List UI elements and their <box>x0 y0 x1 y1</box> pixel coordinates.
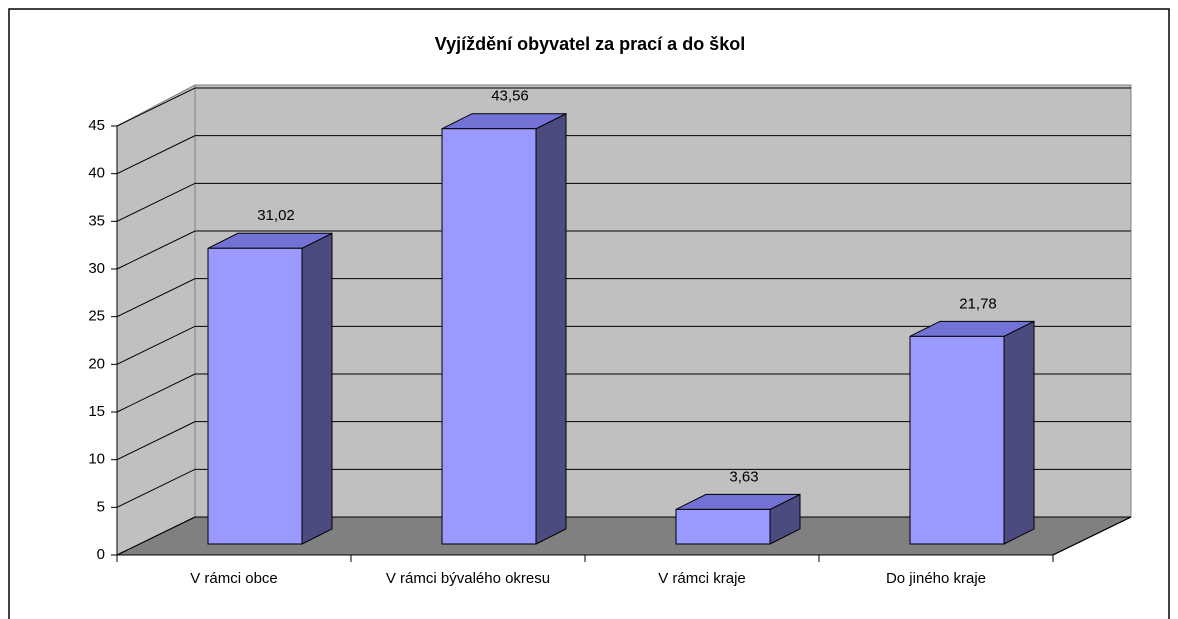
bar <box>441 128 537 545</box>
chart-title: Vyjíždění obyvatel za prací a do škol <box>435 34 745 54</box>
bar-side <box>535 112 567 545</box>
value-label: 21,78 <box>959 295 997 312</box>
x-tick-label: V rámci kraje <box>658 570 746 587</box>
y-tick-label: 35 <box>88 212 105 229</box>
grid-line <box>116 468 1131 508</box>
value-label: 3,63 <box>729 468 758 485</box>
x-tick-label: V rámci bývalého okresu <box>385 570 551 587</box>
grid-line <box>116 230 1131 270</box>
value-label: 43,56 <box>491 88 529 105</box>
bar <box>909 335 1005 545</box>
grid-line <box>116 421 1131 461</box>
grid-line <box>116 325 1131 365</box>
side-wall <box>116 84 196 556</box>
y-tick-label: 20 <box>88 355 105 372</box>
y-tick-label: 5 <box>97 498 105 515</box>
y-tick-label: 30 <box>88 260 105 277</box>
y-tick-label: 40 <box>88 165 105 182</box>
grid-line <box>116 278 1131 318</box>
grid-line <box>116 516 1131 556</box>
y-tick-label: 0 <box>97 546 105 563</box>
bar <box>207 247 303 545</box>
bar-side <box>301 232 333 545</box>
x-tick-label: V rámci obce <box>190 570 278 587</box>
grid-line <box>116 182 1131 222</box>
bar <box>675 508 771 545</box>
grid-line <box>116 373 1131 413</box>
y-tick-label: 25 <box>88 308 105 325</box>
x-tick-label: Do jiného kraje <box>885 570 987 587</box>
value-label: 31,02 <box>257 207 295 224</box>
y-tick-label: 10 <box>88 451 105 468</box>
y-tick-label: 45 <box>88 117 105 134</box>
y-tick-label: 15 <box>88 403 105 420</box>
floor-edge <box>1052 516 1132 556</box>
grid-line <box>116 135 1131 175</box>
grid-line <box>116 87 1131 127</box>
bar-side <box>1003 320 1035 545</box>
